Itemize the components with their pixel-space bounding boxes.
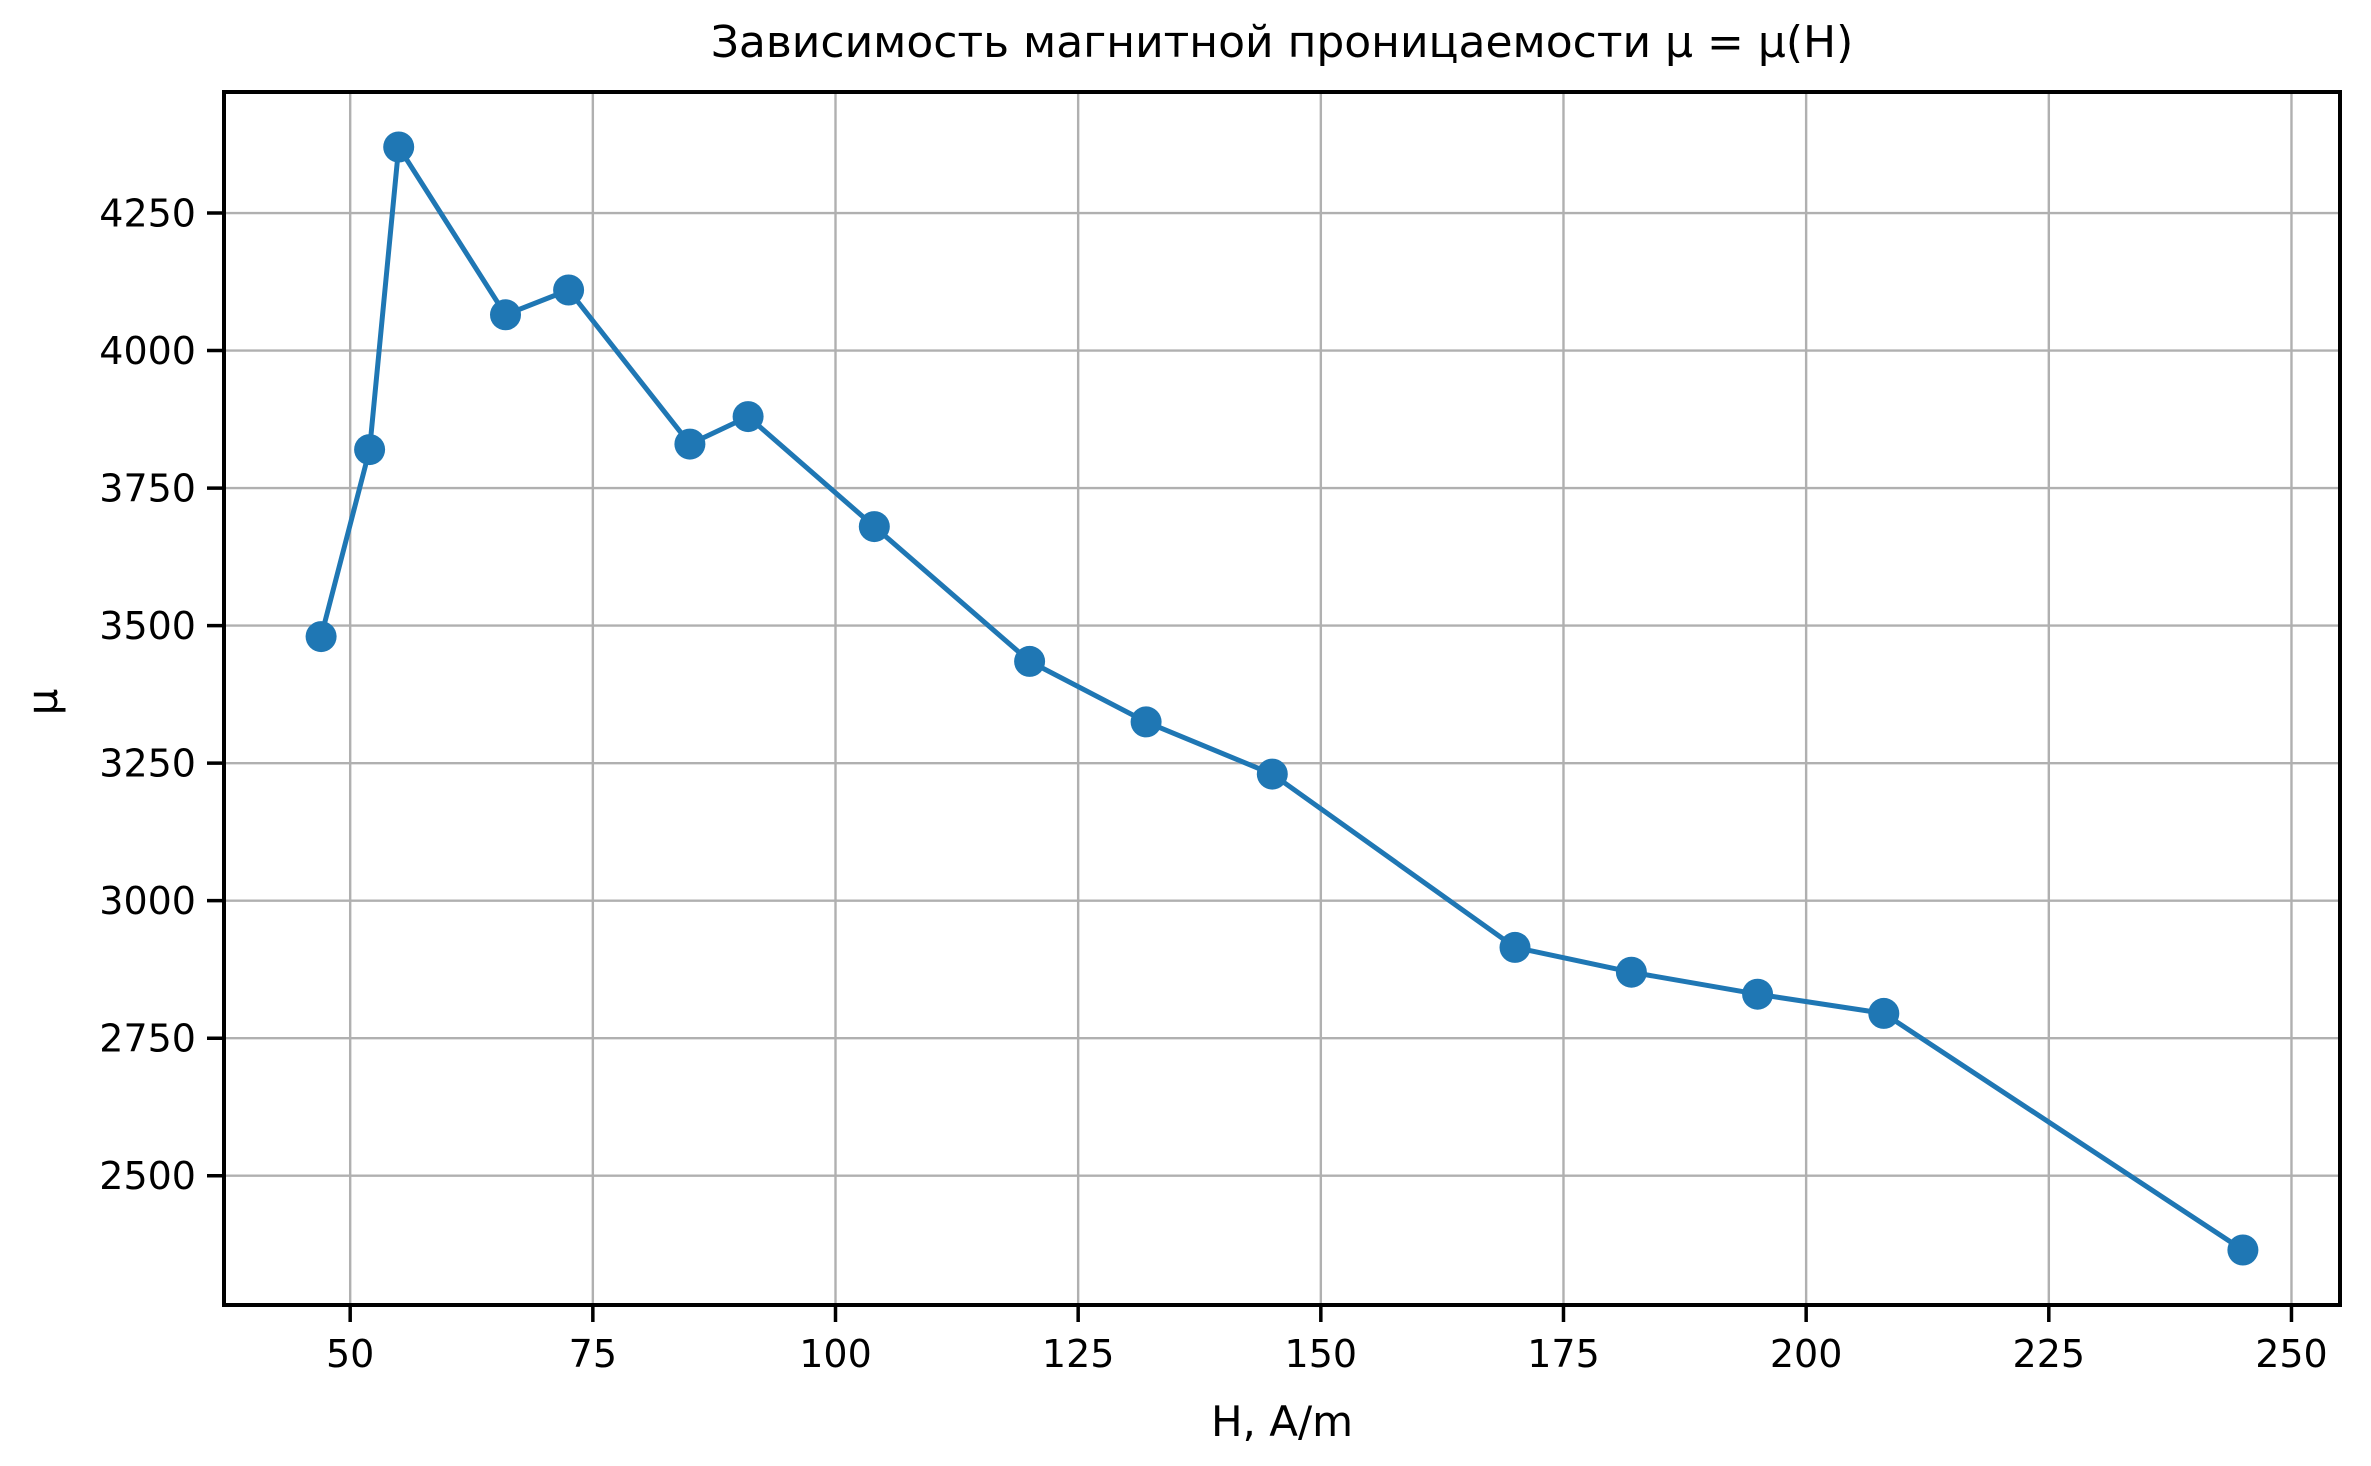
data-point-marker	[383, 131, 415, 163]
x-tick-label: 225	[2013, 1332, 2086, 1376]
y-tick-label: 3750	[99, 467, 196, 511]
x-axis-label: H, A/m	[1211, 1397, 1353, 1446]
data-series	[305, 131, 2259, 1266]
data-point-marker	[858, 511, 890, 543]
data-point-marker	[1130, 706, 1162, 738]
x-tick-label: 100	[799, 1332, 872, 1376]
y-tick-label: 4250	[99, 192, 196, 236]
y-tick-label: 4000	[99, 329, 196, 373]
data-point-marker	[1499, 931, 1531, 963]
data-point-marker	[1014, 645, 1046, 677]
data-point-marker	[1256, 758, 1288, 790]
y-tick-label: 3250	[99, 742, 196, 786]
y-tick-label: 2750	[99, 1017, 196, 1061]
axis-ticks	[207, 211, 2294, 1322]
y-tick-label: 2500	[99, 1154, 196, 1198]
x-tick-label: 50	[326, 1332, 374, 1376]
x-tick-label: 250	[2255, 1332, 2328, 1376]
data-point-marker	[1742, 978, 1774, 1010]
x-tick-label: 200	[1770, 1332, 1843, 1376]
data-point-marker	[1868, 997, 1900, 1029]
x-tick-label: 150	[1285, 1332, 1358, 1376]
data-point-marker	[732, 401, 764, 433]
data-point-marker	[2227, 1234, 2259, 1266]
x-tick-label: 125	[1042, 1332, 1115, 1376]
data-point-marker	[674, 428, 706, 460]
chart-title: Зависимость магнитной проницаемости μ = …	[711, 17, 1854, 68]
plot-frame	[222, 90, 2342, 1307]
y-axis-label: μ	[18, 689, 67, 716]
series-line	[318, 144, 2246, 1253]
y-tick-label: 3500	[99, 604, 196, 648]
grid-lines	[224, 92, 2340, 1305]
data-point-marker	[305, 621, 337, 653]
y-tick-label: 3000	[99, 879, 196, 923]
tick-labels: 50 75 100 125 150 175 200 225 250 2500 2750 3000 325…	[99, 192, 2327, 1376]
data-point-marker	[354, 434, 386, 466]
x-tick-label: 175	[1527, 1332, 1600, 1376]
data-point-marker	[1615, 956, 1647, 988]
data-point-marker	[553, 274, 585, 306]
data-point-marker	[490, 299, 521, 331]
x-tick-label: 75	[569, 1332, 617, 1376]
